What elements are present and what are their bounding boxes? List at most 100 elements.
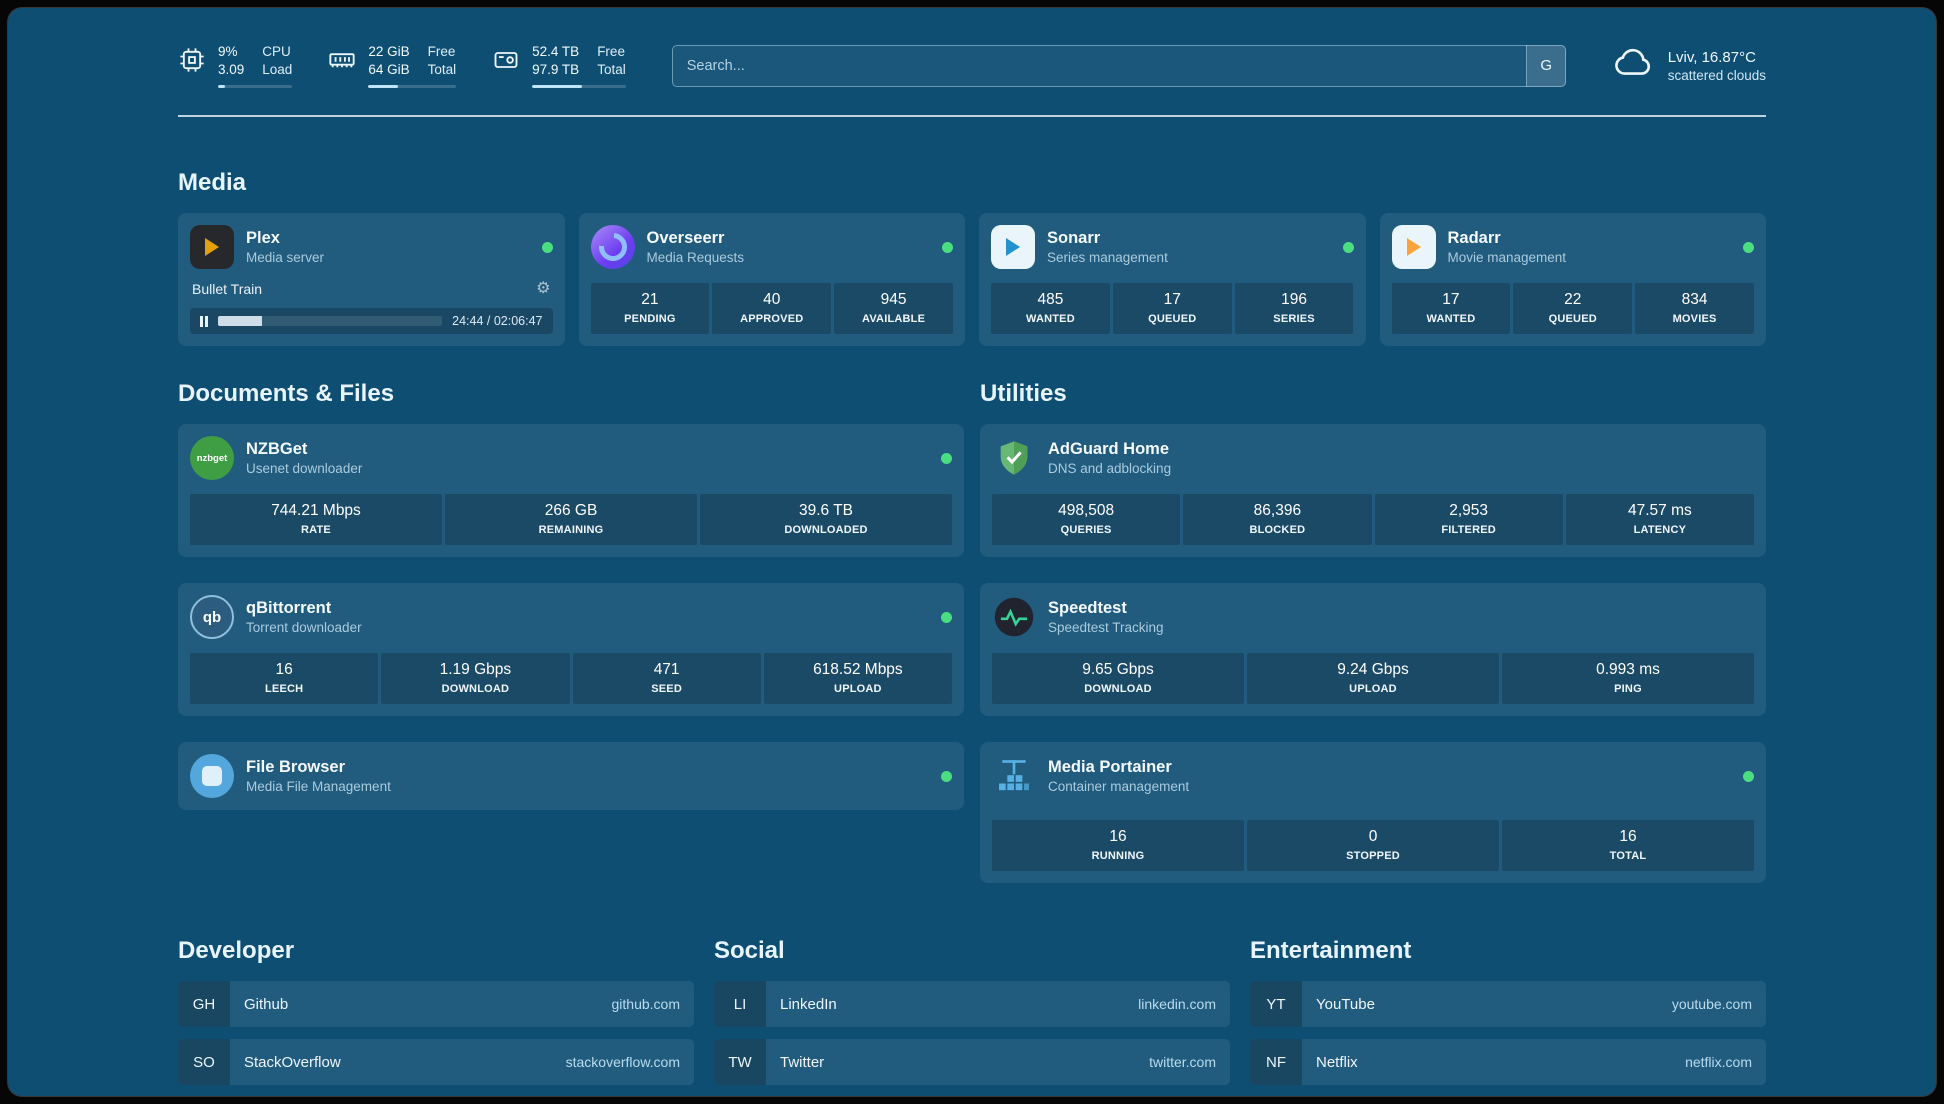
bookmark-name: YouTube xyxy=(1316,995,1375,1013)
stat-label: LEECH xyxy=(264,683,304,695)
service-card-overseerr[interactable]: Overseerr Media Requests 21 PENDING 40 A… xyxy=(578,213,965,346)
stat-label: MOVIES xyxy=(1672,313,1717,325)
cpu-progress-bar xyxy=(218,84,293,88)
stat-box: 0 STOPPED xyxy=(1247,820,1499,871)
stat-box: 9.24 Gbps UPLOAD xyxy=(1247,653,1499,704)
service-name: AdGuard Home xyxy=(1048,440,1170,458)
stat-label: DOWNLOAD xyxy=(1084,683,1152,695)
service-card-portainer[interactable]: Media Portainer Container management 16 … xyxy=(980,742,1766,883)
stat-label: BLOCKED xyxy=(1249,524,1306,536)
bookmark-domain: twitter.com xyxy=(1149,1054,1216,1070)
bookmark-domain: netflix.com xyxy=(1685,1054,1752,1070)
stat-label: UPLOAD xyxy=(834,683,882,695)
service-card-qbittorrent[interactable]: qb qBittorrent Torrent downloader 16 LEE… xyxy=(178,583,964,716)
speedtest-icon xyxy=(992,595,1036,639)
disk-total-value: 97.9 TB xyxy=(532,62,580,77)
ram-progress-bar xyxy=(368,84,457,88)
section-title-developer: Developer xyxy=(178,937,295,964)
bookmark-youtube[interactable]: YT YouTube youtube.com xyxy=(1250,981,1766,1027)
pause-icon[interactable] xyxy=(200,315,208,327)
service-card-nzbget[interactable]: nzbget NZBGet Usenet downloader 744.21 M… xyxy=(178,424,964,557)
stat-label: RUNNING xyxy=(1091,850,1145,862)
radarr-icon xyxy=(1391,225,1436,269)
bookmark-abbr: NF xyxy=(1250,1039,1302,1085)
section-title-entertainment: Entertainment xyxy=(1250,937,1412,964)
section-utilities: Utilities AdGuard Home xyxy=(980,380,1766,883)
stat-value: 618.52 Mbps xyxy=(813,661,903,678)
service-card-plex[interactable]: Plex Media server Bullet Train ⚙ 24:44 /… xyxy=(178,213,565,346)
cpu-load-value: 3.09 xyxy=(218,62,245,77)
weather-widget[interactable]: Lviv, 16.87°C scattered clouds xyxy=(1612,42,1766,89)
ram-icon xyxy=(328,46,356,79)
ram-free-value: 22 GiB xyxy=(368,44,410,60)
stat-box: 40 APPROVED xyxy=(712,283,832,334)
section-title-media: Media xyxy=(178,169,247,196)
service-card-filebrowser[interactable]: File Browser Media File Management xyxy=(178,742,964,810)
service-card-adguard[interactable]: AdGuard Home DNS and adblocking 498,508 … xyxy=(980,424,1766,557)
bookmark-netflix[interactable]: NF Netflix netflix.com xyxy=(1250,1039,1766,1085)
stat-label: QUERIES xyxy=(1060,524,1112,536)
service-card-speedtest[interactable]: Speedtest Speedtest Tracking 9.65 Gbps D… xyxy=(980,583,1766,716)
stat-box: 21 PENDING xyxy=(590,283,710,334)
stat-label: QUEUED xyxy=(1148,313,1197,325)
stat-value: 16 xyxy=(275,661,293,678)
portainer-icon xyxy=(992,754,1036,798)
bookmark-domain: github.com xyxy=(611,996,680,1012)
service-card-sonarr[interactable]: Sonarr Series management 485 WANTED 17 Q… xyxy=(979,213,1366,346)
ram-label-2: Total xyxy=(427,62,457,77)
stat-value: 266 GB xyxy=(544,502,598,519)
memory-widget: 22 GiB 64 GiB Free Total xyxy=(328,43,457,88)
playback-progress-track[interactable] xyxy=(218,316,443,326)
sonarr-icon xyxy=(991,225,1035,269)
stat-label: SEED xyxy=(651,683,682,695)
stat-box: 618.52 Mbps UPLOAD xyxy=(763,653,952,704)
service-card-radarr[interactable]: Radarr Movie management 17 WANTED 22 QUE… xyxy=(1379,213,1766,346)
service-name: File Browser xyxy=(246,758,346,776)
search-input[interactable] xyxy=(671,44,1566,87)
bookmark-name: Github xyxy=(244,995,289,1013)
service-subtitle: Usenet downloader xyxy=(246,461,363,476)
bookmark-linkedin[interactable]: LI LinkedIn linkedin.com xyxy=(714,981,1230,1027)
bookmark-abbr: SO xyxy=(178,1039,230,1085)
bookmark-abbr: GH xyxy=(178,981,230,1027)
stat-box: 945 AVAILABLE xyxy=(834,283,953,334)
bookmark-name: LinkedIn xyxy=(780,995,837,1013)
stat-label: RATE xyxy=(301,524,331,536)
stat-label: UPLOAD xyxy=(1349,683,1397,695)
gear-icon[interactable]: ⚙ xyxy=(536,279,551,297)
bookmark-github[interactable]: GH Github github.com xyxy=(178,981,694,1027)
now-playing-title: Bullet Train xyxy=(192,280,263,297)
bookmark-stackoverflow[interactable]: SO StackOverflow stackoverflow.com xyxy=(178,1039,694,1085)
section-title-documents: Documents & Files xyxy=(178,380,395,407)
section-developer: Developer GH Github github.com SO StackO… xyxy=(178,937,694,1096)
bookmark-twitter[interactable]: TW Twitter twitter.com xyxy=(714,1039,1230,1085)
stat-value: 485 xyxy=(1037,291,1064,308)
stat-value: 17 xyxy=(1163,291,1181,308)
disk-label-1: Free xyxy=(597,44,625,60)
stat-value: 0 xyxy=(1368,828,1378,845)
service-name: qBittorrent xyxy=(246,599,332,617)
status-dot xyxy=(941,770,952,782)
stat-label: PENDING xyxy=(624,313,676,325)
bookmark-domain: stackoverflow.com xyxy=(565,1054,680,1070)
stat-label: APPROVED xyxy=(740,313,804,325)
stat-value: 16 xyxy=(1109,828,1127,845)
stat-box: 47.57 ms LATENCY xyxy=(1565,494,1754,545)
search-provider-button[interactable]: G xyxy=(1525,44,1566,87)
service-subtitle: DNS and adblocking xyxy=(1048,461,1172,476)
service-name: Plex xyxy=(246,229,280,247)
bookmark-abbr: YT xyxy=(1250,981,1302,1027)
stat-value: 86,396 xyxy=(1253,502,1302,519)
stat-value: 471 xyxy=(653,661,680,678)
stat-value: 21 xyxy=(641,291,659,308)
service-name: Overseerr xyxy=(646,229,725,247)
stat-value: 40 xyxy=(763,291,781,308)
stat-label: LATENCY xyxy=(1633,524,1687,536)
service-subtitle: Media File Management xyxy=(246,779,391,794)
stat-value: 16 xyxy=(1619,828,1637,845)
section-media: Media Plex Media server Bullet Train ⚙ xyxy=(178,169,1766,346)
section-entertainment: Entertainment YT YouTube youtube.com NF … xyxy=(1250,937,1766,1096)
search-bar: G xyxy=(671,44,1566,87)
service-subtitle: Movie management xyxy=(1447,250,1567,265)
